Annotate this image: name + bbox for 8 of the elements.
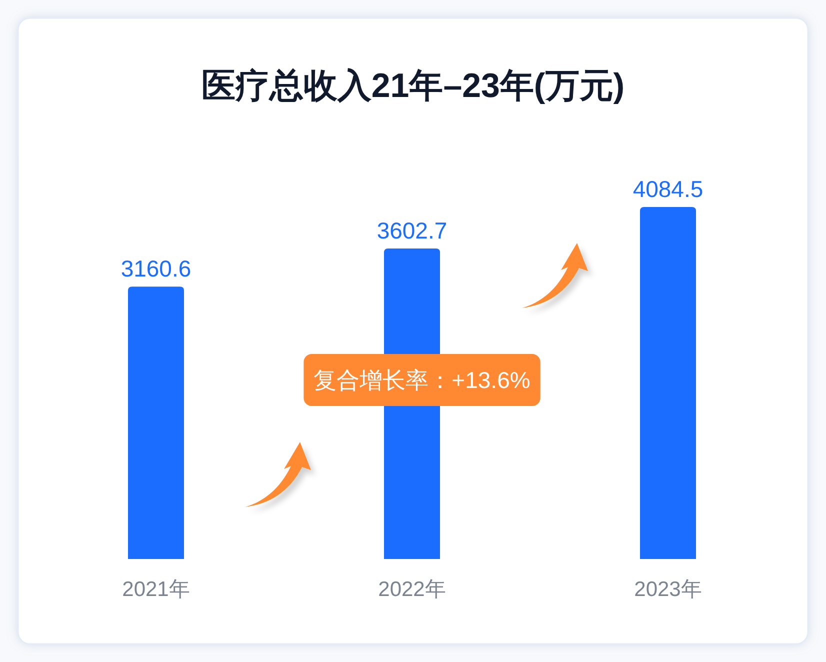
annotation: 复合增长率：+13.6% [314, 367, 530, 393]
data-label: 3160.6 [120, 256, 192, 282]
data-label: 3602.7 [376, 218, 448, 244]
data-label: 4084.5 [632, 176, 704, 202]
chart-title: 医疗总收入21年–23年(万元) [201, 67, 625, 105]
x-tick-label: 2023年 [634, 578, 702, 601]
x-tick-label: 2022年 [378, 578, 446, 601]
x-tick-label: 2021年 [122, 578, 190, 601]
